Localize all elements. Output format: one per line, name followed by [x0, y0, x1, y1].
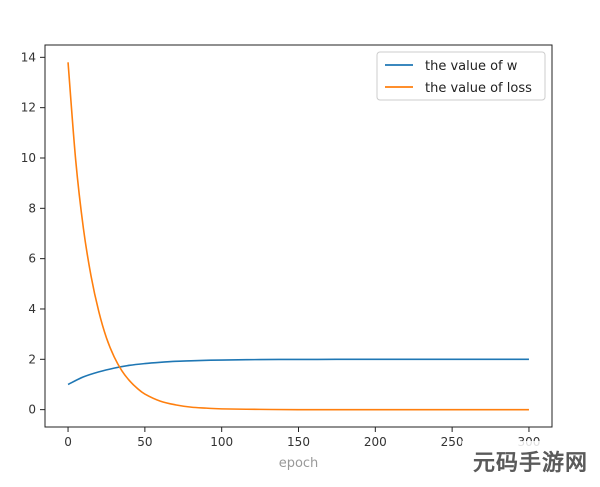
legend-label: the value of w	[425, 59, 518, 74]
watermark-text: 元码手游网	[472, 451, 588, 476]
x-tick-label: 200	[364, 435, 387, 449]
y-tick-label: 0	[28, 403, 36, 417]
x-tick-label: 0	[64, 435, 72, 449]
y-tick-label: 2	[28, 352, 36, 366]
y-tick-label: 6	[28, 252, 36, 266]
legend-box	[376, 51, 546, 101]
x-tick-label: 100	[210, 435, 233, 449]
series-line-w	[67, 358, 529, 386]
x-tick-label: 50	[137, 435, 152, 449]
x-axis-label: epoch	[279, 456, 319, 471]
site-watermark: 元码手游网	[462, 441, 592, 477]
y-tick-label: 10	[21, 151, 36, 165]
y-tick-label: 4	[28, 302, 36, 316]
y-tick-label: 12	[21, 101, 36, 115]
series-line-loss	[67, 62, 529, 411]
legend-label: the value of loss	[425, 81, 532, 96]
y-tick-label: 8	[28, 201, 36, 215]
x-tick-label: 150	[287, 435, 310, 449]
y-tick-label: 14	[21, 50, 36, 64]
x-tick-label: 250	[441, 435, 464, 449]
